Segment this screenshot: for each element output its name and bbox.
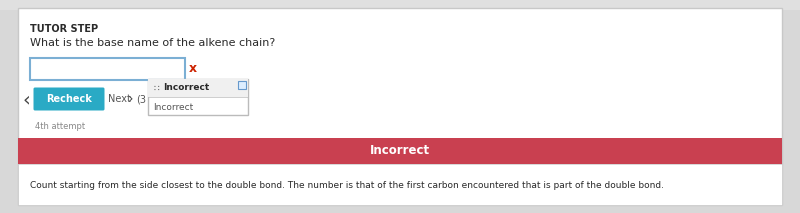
FancyBboxPatch shape [18, 138, 782, 164]
FancyBboxPatch shape [18, 8, 782, 205]
Text: ∷: ∷ [153, 83, 158, 92]
FancyBboxPatch shape [148, 79, 248, 97]
Text: Next: Next [108, 94, 131, 104]
Text: (3: (3 [136, 94, 146, 104]
FancyBboxPatch shape [34, 88, 105, 111]
FancyBboxPatch shape [238, 81, 246, 89]
FancyBboxPatch shape [148, 79, 248, 115]
Text: 4th attempt: 4th attempt [35, 122, 85, 131]
Text: Incorrect: Incorrect [163, 83, 210, 92]
Text: Count starting from the side closest to the double bond. The number is that of t: Count starting from the side closest to … [30, 180, 664, 190]
Text: TUTOR STEP: TUTOR STEP [30, 24, 98, 34]
Text: What is the base name of the alkene chain?: What is the base name of the alkene chai… [30, 38, 275, 48]
FancyBboxPatch shape [30, 58, 185, 80]
FancyBboxPatch shape [18, 164, 782, 205]
Text: x: x [189, 62, 197, 75]
Text: Recheck: Recheck [46, 94, 92, 104]
Text: ‹: ‹ [22, 91, 30, 109]
FancyBboxPatch shape [0, 0, 800, 10]
Text: ›: › [128, 92, 134, 106]
Text: Incorrect: Incorrect [153, 102, 194, 111]
Text: Incorrect: Incorrect [370, 144, 430, 157]
